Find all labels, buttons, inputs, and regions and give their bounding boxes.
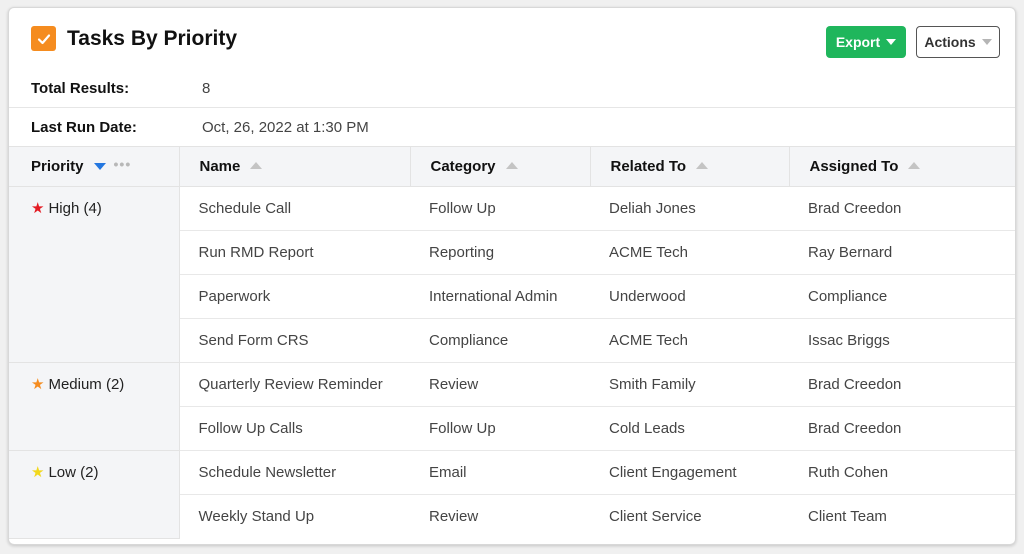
star-icon: ★	[31, 200, 45, 217]
sort-ascending-icon[interactable]	[505, 161, 518, 169]
column-header-label: Category	[430, 158, 496, 175]
table-row[interactable]: Paperwork International Admin Underwood Com…	[9, 274, 1015, 319]
column-header-category[interactable]: Category	[409, 146, 590, 187]
cell-category: Review	[410, 362, 590, 407]
cell-assigned-to: Brad Creedon	[789, 362, 1015, 407]
cell-name[interactable]: Send Form CRS	[179, 318, 410, 363]
more-options-icon[interactable]: •••	[113, 156, 132, 173]
sort-ascending-icon[interactable]	[250, 161, 263, 169]
caret-down-icon	[981, 39, 992, 45]
last-run-value: Oct, 26, 2022 at 1:30 PM	[202, 118, 369, 136]
sort-ascending-icon[interactable]	[908, 161, 921, 169]
table-row[interactable]: Send Form CRS Compliance ACME Tech Issac Br…	[9, 318, 1015, 363]
table-row[interactable]: ★ High (4) Schedule Call Follow Up Deliah Jo…	[9, 186, 1015, 363]
cell-assigned-to: Compliance	[789, 274, 1015, 319]
cell-related-to: Smith Family	[590, 362, 789, 407]
cell-related-to: Cold Leads	[590, 406, 789, 451]
cell-related-to: ACME Tech	[590, 318, 789, 363]
table-row[interactable]: Follow Up Calls Follow Up Cold Leads Brad C…	[9, 406, 1015, 451]
last-run-row: Last Run Date: Oct, 26, 2022 at 1:30 PM	[9, 108, 1015, 146]
export-button[interactable]: Export	[826, 26, 906, 58]
cell-related-to: Deliah Jones	[590, 186, 789, 231]
cell-related-to: ACME Tech	[590, 230, 789, 275]
cell-name[interactable]: Schedule Newsletter	[179, 450, 410, 495]
cell-name[interactable]: Quarterly Review Reminder	[179, 362, 410, 407]
cell-category: Email	[410, 450, 590, 495]
cell-category: Follow Up	[410, 406, 590, 451]
cell-name[interactable]: Follow Up Calls	[179, 406, 410, 451]
column-header-label: Priority	[31, 157, 84, 175]
cell-related-to: Client Service	[609, 508, 702, 526]
table-header-row: Priority ••• Name Category Related To Ass…	[9, 146, 1015, 187]
report-header: Tasks By Priority Export Actions	[9, 8, 1015, 70]
cell-assigned-to: Brad Creedon	[789, 406, 1015, 451]
report-card: Tasks By Priority Export Actions Total R…	[8, 7, 1016, 545]
table-row[interactable]: Run RMD Report Reporting ACME Tech Ray Bern…	[9, 230, 1015, 275]
priority-group-label: Medium (2)	[48, 376, 125, 393]
cell-assigned-to: Issac Briggs	[789, 318, 1015, 363]
priority-group-label: Low (2)	[48, 464, 99, 481]
cell-category: Follow Up	[410, 186, 590, 231]
cell-related-to: Client Engagement	[590, 450, 789, 495]
cell-category: Compliance	[410, 318, 590, 363]
actions-button-label: Actions	[924, 34, 976, 50]
sort-ascending-icon[interactable]	[696, 161, 709, 169]
priority-group-cell: ★ Low (2)	[9, 450, 180, 539]
priority-group-cell: ★ Medium (2)	[9, 362, 180, 451]
column-header-label: Related To	[610, 158, 687, 175]
table-row[interactable]: ★ Low (2) Schedule Newsletter Email Client E…	[9, 450, 1015, 539]
total-results-value: 8	[202, 80, 211, 97]
check-icon	[31, 26, 56, 51]
total-results-label: Total Results:	[31, 80, 130, 97]
actions-button[interactable]: Actions	[916, 26, 1000, 58]
tasks-table: Priority ••• Name Category Related To Ass…	[9, 146, 1015, 539]
sort-descending-icon[interactable]	[93, 162, 106, 170]
column-header-label: Name	[199, 158, 241, 175]
cell-assigned-to: Client Team	[808, 508, 887, 526]
cell-name[interactable]: Weekly Stand Up	[198, 508, 315, 526]
cell-assigned-to: Brad Creedon	[789, 186, 1015, 231]
cell-name[interactable]: Schedule Call	[179, 186, 410, 231]
cell-assigned-to: Ray Bernard	[789, 230, 1015, 275]
cell-name[interactable]: Run RMD Report	[179, 230, 410, 275]
export-button-label: Export	[835, 34, 881, 50]
last-run-label: Last Run Date:	[31, 118, 137, 136]
column-header-label: Assigned To	[809, 158, 899, 175]
table-row[interactable]: ★ Medium (2) Quarterly Review Reminder Revi…	[9, 362, 1015, 451]
star-icon: ★	[31, 464, 45, 481]
cell-assigned-to: Ruth Cohen	[789, 450, 1015, 495]
cell-category: Review	[429, 508, 479, 526]
page-title: Tasks By Priority	[67, 27, 238, 50]
column-header-assigned-to[interactable]: Assigned To	[788, 146, 1015, 187]
priority-group-cell: ★ High (4)	[9, 186, 180, 363]
total-results-row: Total Results: 8	[9, 70, 1015, 108]
cell-related-to: Underwood	[590, 274, 789, 319]
cell-name[interactable]: Paperwork	[179, 274, 410, 319]
priority-group-label: High (4)	[48, 200, 102, 217]
star-icon: ★	[31, 376, 45, 393]
column-header-priority[interactable]: Priority •••	[9, 146, 179, 187]
cell-category: Reporting	[410, 230, 590, 275]
table-row[interactable]: Weekly Stand Up Review Client Service Clien…	[9, 495, 1015, 539]
column-header-related-to[interactable]: Related To	[589, 146, 789, 187]
caret-down-icon	[886, 39, 897, 45]
cell-category: International Admin	[410, 274, 590, 319]
column-header-name[interactable]: Name	[178, 146, 410, 187]
